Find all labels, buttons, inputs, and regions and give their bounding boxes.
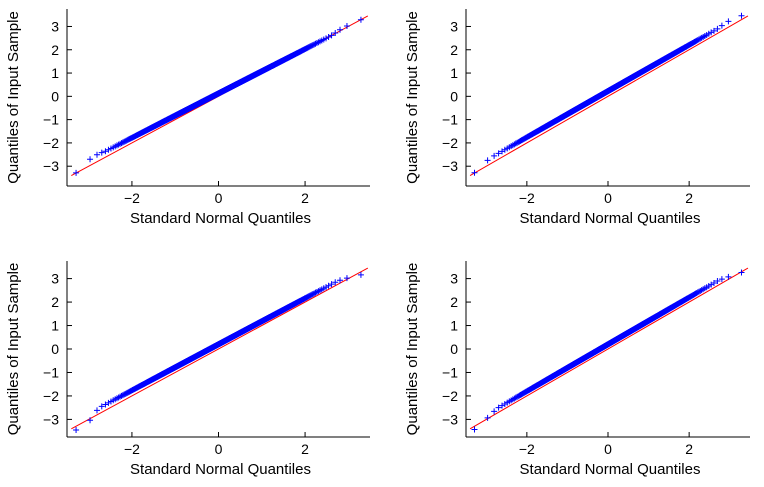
reference-line: [71, 268, 368, 429]
qq-panel-2: −2 0 2 −3 −2 −1 0 1 2 3 Standard Normal Quantiles Q…: [404, 9, 750, 227]
reference-line: [470, 16, 748, 176]
qq-panel-1: −2 0 2 −3 −2 −1 0 1 2 3 Standard Normal Quantiles Q…: [5, 9, 370, 227]
x-tick-label: 0: [215, 441, 223, 457]
x-axis-label: Standard Normal Quantiles: [520, 210, 701, 227]
x-tick-label: 2: [301, 441, 309, 457]
sample-point: [725, 274, 731, 280]
y-axis-label: Quantiles of Input Sample: [5, 263, 22, 436]
x-tick-label: −2: [519, 190, 535, 206]
sample-point: [102, 148, 108, 154]
x-axis-label: Standard Normal Quantiles: [130, 210, 311, 227]
y-tick-label: 0: [51, 341, 59, 357]
x-tick-label: 2: [685, 190, 693, 206]
y-tick-label: 1: [450, 318, 458, 334]
sample-point: [87, 417, 93, 423]
x-tick-label: 0: [604, 441, 612, 457]
sample-point: [87, 156, 93, 162]
y-tick-label: 0: [450, 88, 458, 104]
y-tick-label: −1: [43, 364, 59, 380]
sample-point: [725, 18, 731, 24]
y-tick-label: 0: [450, 341, 458, 357]
y-axis-label: Quantiles of Input Sample: [5, 11, 22, 184]
x-tick-label: 2: [685, 441, 693, 457]
y-tick-label: 2: [51, 42, 59, 58]
y-tick-label: 3: [450, 18, 458, 34]
reference-line: [470, 268, 748, 429]
y-tick-label: −1: [442, 364, 458, 380]
y-tick-label: 3: [51, 18, 59, 34]
y-tick-label: 3: [450, 271, 458, 287]
sample-point: [739, 13, 745, 19]
y-tick-label: 0: [51, 88, 59, 104]
y-tick-label: 1: [51, 65, 59, 81]
y-tick-label: −1: [43, 112, 59, 128]
y-tick-label: −1: [442, 112, 458, 128]
y-tick-label: 2: [450, 42, 458, 58]
x-tick-label: −2: [124, 441, 140, 457]
y-tick-label: −3: [43, 158, 59, 174]
x-tick-label: −2: [519, 441, 535, 457]
y-axis-label: Quantiles of Input Sample: [404, 263, 421, 436]
x-axis-label: Standard Normal Quantiles: [520, 461, 701, 478]
sample-point: [94, 407, 100, 413]
y-tick-label: −2: [442, 135, 458, 151]
x-tick-label: 0: [604, 190, 612, 206]
sample-point: [485, 157, 491, 163]
sample-point: [73, 170, 79, 176]
sample-point: [471, 170, 477, 176]
sample-points: [73, 272, 364, 433]
sample-point: [719, 23, 725, 29]
y-tick-label: −2: [43, 388, 59, 404]
y-axis-label: Quantiles of Input Sample: [404, 11, 421, 184]
x-tick-label: −2: [124, 190, 140, 206]
y-tick-label: −2: [442, 388, 458, 404]
y-tick-label: −3: [442, 411, 458, 427]
y-tick-label: 3: [51, 271, 59, 287]
y-tick-label: 1: [51, 318, 59, 334]
x-tick-label: 2: [301, 190, 309, 206]
y-tick-label: 1: [450, 65, 458, 81]
sample-points: [73, 17, 364, 176]
x-tick-label: 0: [215, 190, 223, 206]
y-tick-label: 2: [51, 294, 59, 310]
y-tick-label: −3: [43, 411, 59, 427]
qq-panel-4: −2 0 2 −3 −2 −1 0 1 2 3 Standard Normal Quantiles Q…: [404, 261, 750, 478]
y-tick-label: −3: [442, 158, 458, 174]
qq-panel-3: −2 0 2 −3 −2 −1 0 1 2 3 Standard Normal Quantiles Q…: [5, 261, 370, 478]
y-tick-label: −2: [43, 135, 59, 151]
y-tick-label: 2: [450, 294, 458, 310]
x-axis-label: Standard Normal Quantiles: [130, 461, 311, 478]
sample-point: [358, 17, 364, 23]
